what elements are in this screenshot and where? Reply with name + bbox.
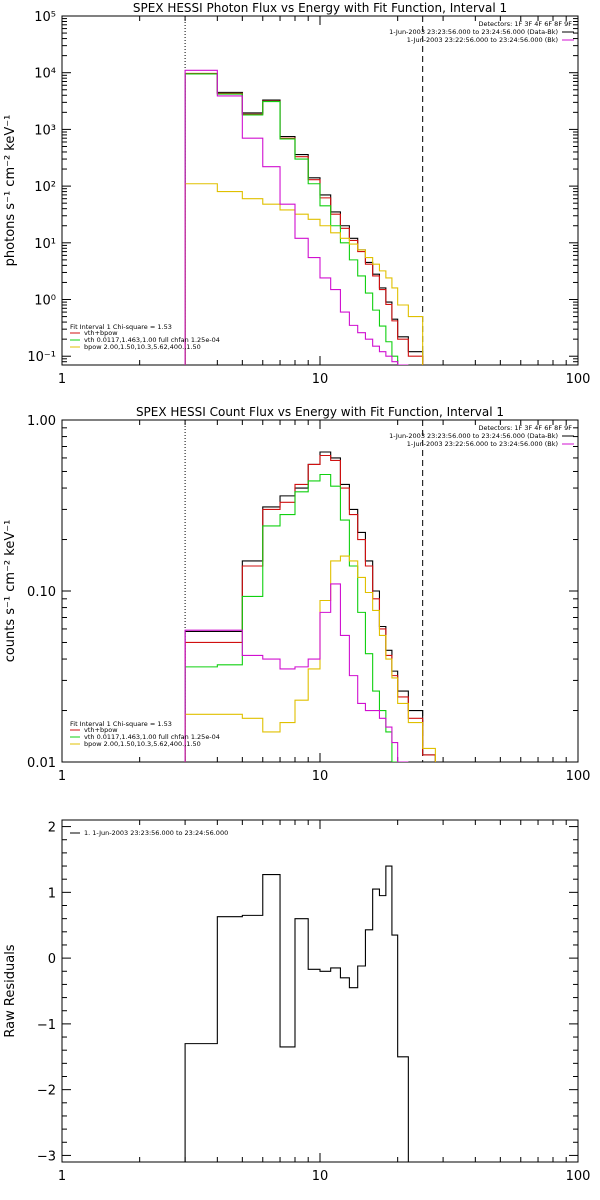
- x-tick-label: 100: [566, 372, 591, 387]
- x-tick-label: 1: [58, 1169, 66, 1184]
- y-tick-label: 1.00: [27, 414, 56, 429]
- y-tick-label: 10³: [34, 123, 56, 138]
- info-label: 1-Jun-2003 23:22:56.000 to 23:24:56.000 …: [407, 36, 558, 44]
- legend-title: Fit Interval 1 Chi-square = 1.53: [70, 323, 172, 331]
- y-tick-label: 10⁰: [34, 294, 56, 309]
- y-tick-label: 0.01: [27, 756, 56, 771]
- legend-label: bpow 2.00,1.50,10.3,5.62,400.,1.50: [84, 343, 201, 351]
- legend-label: vth+bpow: [84, 329, 118, 337]
- info-label: 1-Jun-2003 23:23:56.000 to 23:24:56.000 …: [389, 432, 558, 440]
- count-flux-panel: SPEX HESSI Count Flux vs Energy with Fit…: [3, 405, 590, 784]
- series-bk: [184, 69, 409, 365]
- series-vth: [184, 473, 409, 762]
- series-bpow: [184, 555, 436, 762]
- info-label: Detectors: 1F 3F 4F 6F 8F 9F: [478, 20, 572, 28]
- residuals-panel: 1 10 100 −3 −2 −1 0 1 2 Raw Residuals 1. 1-Jun-200…: [3, 819, 591, 1184]
- x-tick-label: 10: [312, 1169, 329, 1184]
- y-tick-label: 1: [48, 886, 56, 901]
- y-tick-label: 0: [48, 952, 56, 967]
- y-tick-label: 0.10: [27, 585, 56, 600]
- legend-label: vth 0.0117,1.463,1.00 full chfan 1.25e-0…: [84, 336, 220, 344]
- legend-label: vth+bpow: [84, 726, 118, 734]
- series-vth: [184, 73, 409, 365]
- y-tick-label: 2: [48, 821, 56, 836]
- legend-label: 1. 1-Jun-2003 23:23:56.000 to 23:24:56.0…: [84, 829, 228, 837]
- info-label: 1-Jun-2003 23:22:56.000 to 23:24:56.000 …: [407, 440, 558, 448]
- info-label: Detectors: 1F 3F 4F 6F 8F 9F: [478, 424, 572, 432]
- legend-label: bpow 2.00,1.50,10.3,5.62,400.,1.50: [84, 740, 201, 748]
- x-tick-label: 1: [58, 372, 66, 387]
- x-tick-label: 1: [58, 769, 66, 784]
- y-tick-label: 10⁵: [34, 10, 56, 25]
- series-bk: [184, 583, 409, 762]
- y-axis-label: Raw Residuals: [3, 944, 18, 1037]
- y-tick-label: 10⁴: [34, 67, 56, 82]
- y-tick-label: −2: [37, 1084, 56, 1099]
- legend-label: vth 0.0117,1.463,1.00 full chfan 1.25e-0…: [84, 733, 220, 741]
- x-tick-label: 10: [312, 372, 329, 387]
- info-label: 1-Jun-2003 23:23:56.000 to 23:24:56.000 …: [389, 28, 558, 36]
- legend-title: Fit Interval 1 Chi-square = 1.53: [70, 720, 172, 728]
- y-tick-label: 10²: [34, 180, 56, 195]
- x-tick-label: 100: [566, 769, 591, 784]
- y-tick-label: 10¹: [34, 237, 56, 252]
- x-tick-label: 100: [566, 1169, 591, 1184]
- chart-title: SPEX HESSI Photon Flux vs Energy with Fi…: [133, 1, 507, 15]
- y-tick-label: −3: [37, 1149, 56, 1164]
- y-tick-label: −1: [37, 1018, 56, 1033]
- y-tick-label: 10⁻¹: [27, 350, 56, 365]
- series-bpow: [184, 183, 424, 365]
- chart-title: SPEX HESSI Count Flux vs Energy with Fit…: [136, 405, 504, 419]
- y-axis-label: photons s⁻¹ cm⁻² keV⁻¹: [3, 115, 18, 267]
- photon-flux-panel: SPEX HESSI Photon Flux vs Energy with Fi…: [3, 1, 590, 387]
- series-data: [184, 865, 423, 1162]
- y-axis-label: counts s⁻¹ cm⁻² keV⁻¹: [3, 520, 18, 663]
- x-tick-label: 10: [312, 769, 329, 784]
